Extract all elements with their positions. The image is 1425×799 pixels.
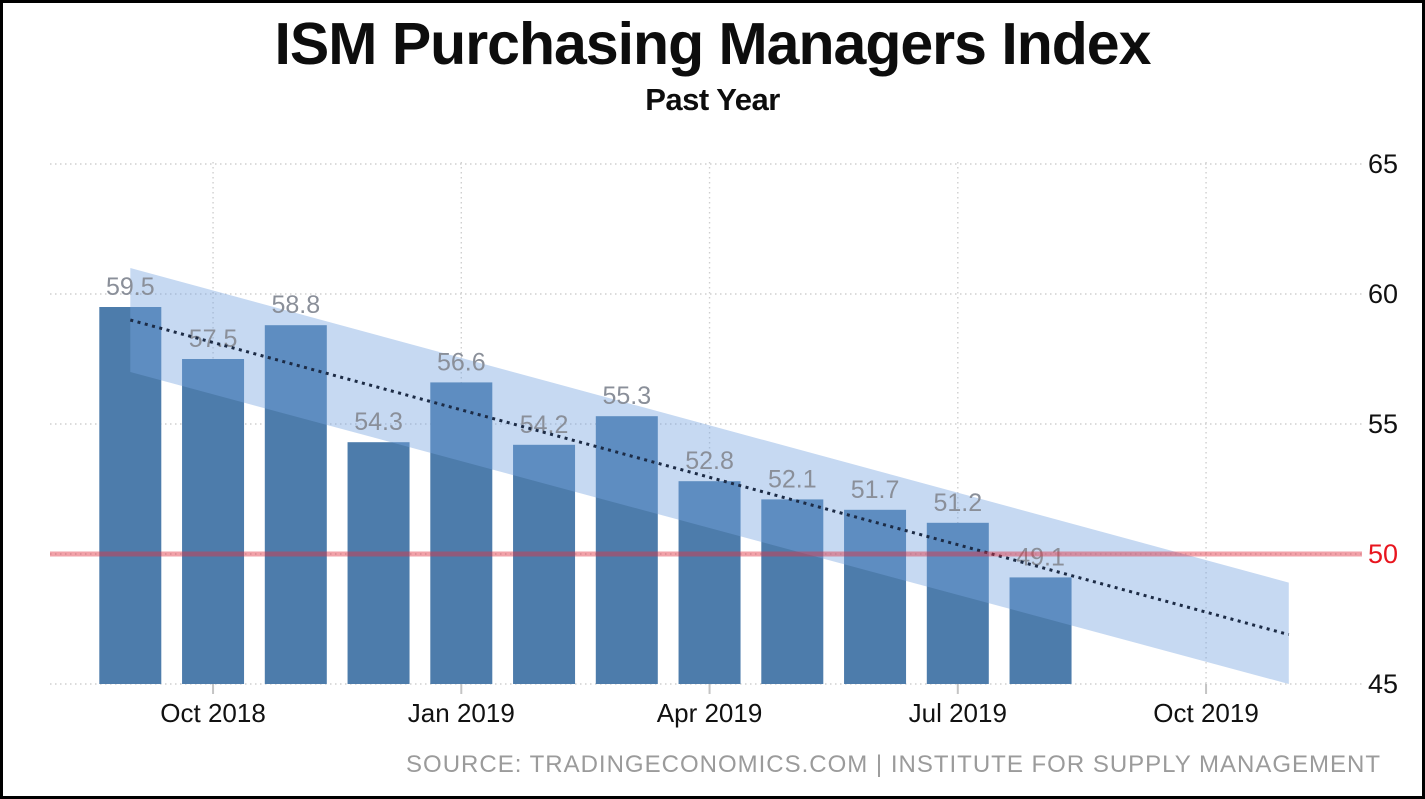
- bar: [430, 382, 493, 684]
- bar: [99, 307, 162, 684]
- x-tick-label: Apr 2019: [657, 698, 763, 728]
- x-tick-label: Oct 2019: [1153, 698, 1259, 728]
- chart-subtitle: Past Year: [645, 82, 780, 117]
- y-tick-label: 45: [1368, 669, 1398, 699]
- bar-value-label: 54.3: [354, 408, 403, 436]
- bar: [1009, 577, 1072, 684]
- bar-value-label: 49.1: [1016, 543, 1065, 571]
- y-tick-label: 65: [1368, 149, 1398, 179]
- bar-value-label: 51.7: [851, 476, 900, 504]
- bar: [513, 444, 576, 684]
- x-tick-label: Jul 2019: [909, 698, 1007, 728]
- y-tick-label: 60: [1368, 279, 1398, 309]
- x-tick-label: Oct 2018: [160, 698, 266, 728]
- y-tick-label: 50: [1368, 539, 1398, 569]
- bar: [678, 481, 741, 684]
- bar-value-label: 51.2: [933, 489, 982, 517]
- bar-value-label: 52.1: [768, 465, 817, 493]
- forecast-band: [130, 268, 1289, 684]
- bar-value-label: 58.8: [271, 291, 320, 319]
- bar-value-label: 59.5: [106, 273, 155, 301]
- bar: [844, 509, 907, 684]
- bar-value-label: 54.2: [520, 411, 569, 439]
- chart-title: ISM Purchasing Managers Index: [274, 11, 1152, 77]
- x-tick-label: Jan 2019: [408, 698, 515, 728]
- bar: [595, 416, 658, 684]
- bar-value-label: 56.6: [437, 348, 486, 376]
- bar: [182, 359, 245, 684]
- bar-value-label: 52.8: [685, 447, 734, 475]
- bar: [264, 325, 327, 684]
- trend-line: [129, 318, 1290, 637]
- y-tick-label: 55: [1368, 409, 1398, 439]
- source-attribution: SOURCE: TRADINGECONOMICS.COM | INSTITUTE…: [406, 751, 1381, 778]
- bar-value-label: 55.3: [602, 382, 651, 410]
- bar: [347, 442, 410, 684]
- bar: [761, 499, 824, 684]
